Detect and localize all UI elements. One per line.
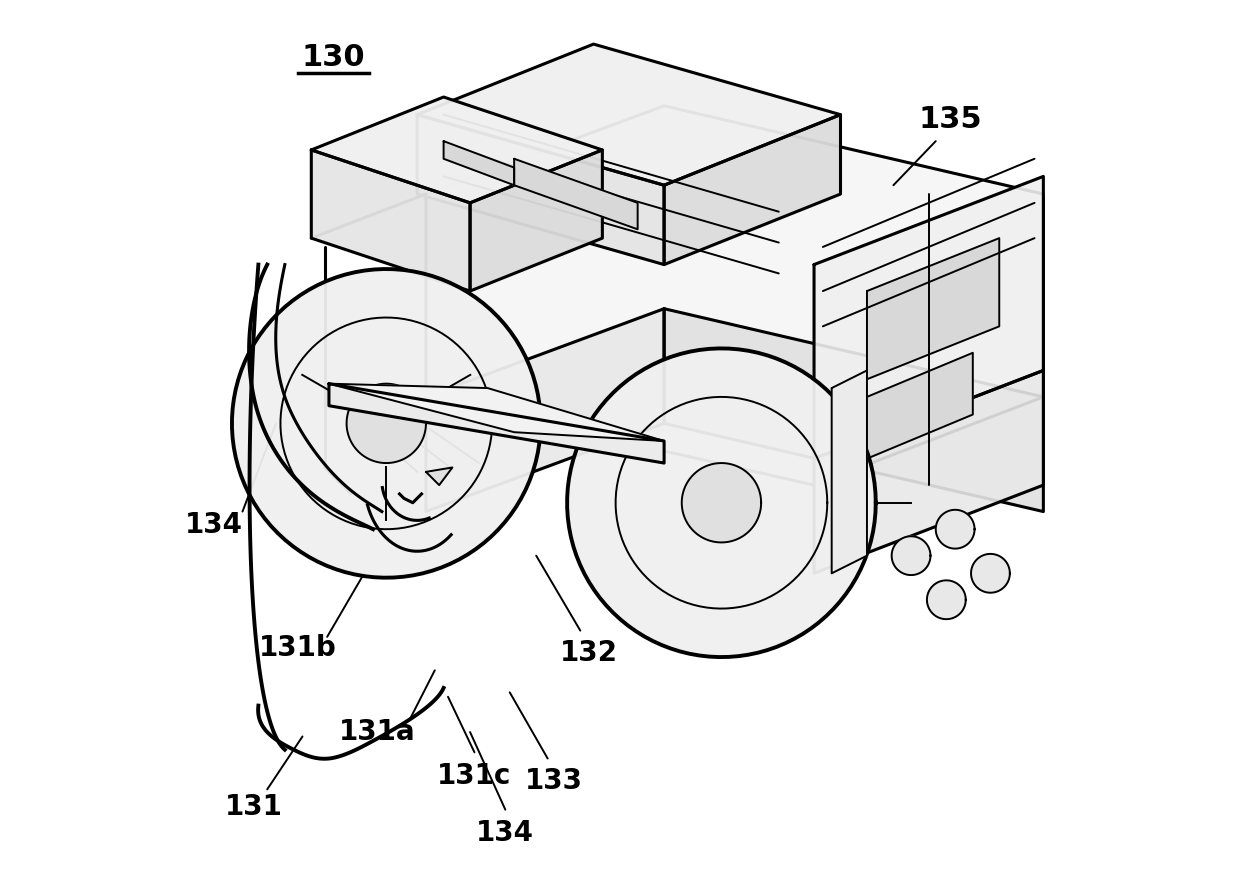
Polygon shape — [417, 115, 665, 265]
Text: 130: 130 — [301, 43, 365, 71]
Polygon shape — [971, 554, 1009, 593]
Polygon shape — [936, 510, 975, 549]
Text: 132: 132 — [560, 639, 618, 667]
Polygon shape — [444, 141, 515, 185]
Polygon shape — [665, 115, 841, 265]
Polygon shape — [515, 159, 637, 229]
Text: 131c: 131c — [438, 762, 512, 790]
Polygon shape — [427, 467, 453, 485]
Polygon shape — [928, 580, 966, 619]
Polygon shape — [232, 269, 541, 578]
Text: 134: 134 — [476, 819, 534, 848]
Polygon shape — [329, 384, 665, 441]
Polygon shape — [892, 536, 930, 575]
Polygon shape — [427, 309, 665, 512]
Polygon shape — [867, 238, 999, 379]
Polygon shape — [813, 176, 1043, 459]
Text: 131b: 131b — [259, 634, 337, 662]
Polygon shape — [427, 106, 1043, 485]
Polygon shape — [470, 150, 603, 291]
Polygon shape — [813, 370, 1043, 573]
Text: 131: 131 — [224, 793, 283, 821]
Polygon shape — [867, 353, 973, 459]
Polygon shape — [311, 97, 603, 203]
Text: 135: 135 — [919, 105, 982, 133]
Polygon shape — [329, 384, 665, 463]
Polygon shape — [567, 348, 875, 657]
Polygon shape — [665, 309, 1043, 512]
Text: 134: 134 — [185, 511, 243, 539]
Text: 133: 133 — [525, 766, 583, 795]
Polygon shape — [682, 463, 761, 542]
Text: 131a: 131a — [339, 718, 415, 746]
Polygon shape — [417, 44, 841, 185]
Polygon shape — [832, 370, 867, 573]
Polygon shape — [347, 384, 427, 463]
Polygon shape — [311, 150, 470, 291]
